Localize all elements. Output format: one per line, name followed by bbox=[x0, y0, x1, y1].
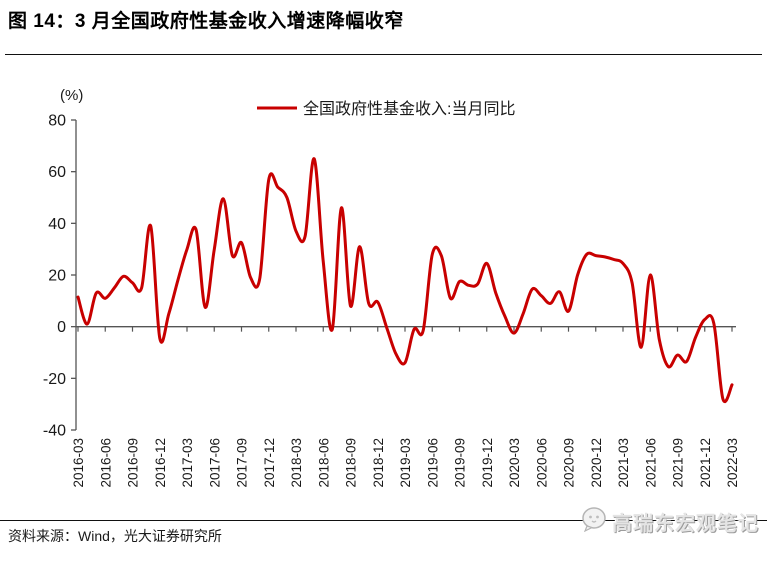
x-tick-label: 2017-12 bbox=[262, 438, 277, 488]
x-tick-label: 2017-03 bbox=[180, 438, 195, 488]
watermark-badge: 高瑞东宏观笔记 bbox=[581, 506, 759, 536]
y-axis-unit-label: (%) bbox=[60, 87, 83, 104]
source-note: 资料来源：Wind，光大证券研究所 bbox=[8, 528, 222, 544]
y-tick-label: 40 bbox=[48, 216, 66, 233]
x-tick-label: 2021-06 bbox=[643, 438, 658, 488]
x-tick-label: 2021-12 bbox=[698, 438, 713, 488]
watermark-text: 高瑞东宏观笔记 bbox=[612, 512, 759, 535]
title-divider bbox=[5, 54, 762, 55]
legend-label: 全国政府性基金收入:当月同比 bbox=[303, 100, 515, 118]
x-tick-label: 2019-09 bbox=[453, 438, 468, 488]
x-tick-label: 2021-03 bbox=[616, 438, 631, 488]
y-tick-label: 0 bbox=[57, 319, 66, 336]
figure-title: 图 14：3 月全国政府性基金收入增速降幅收窄 bbox=[8, 11, 404, 32]
x-tick-label: 2019-12 bbox=[480, 438, 495, 488]
chart-area: (%) 全国政府性基金收入:当月同比 80 60 40 20 0 -20 -40 2016-03 2… bbox=[0, 60, 767, 518]
x-tick-label: 2020-03 bbox=[507, 438, 522, 488]
line-chart: (%) 全国政府性基金收入:当月同比 80 60 40 20 0 -20 -40 2016-03 2… bbox=[43, 87, 740, 488]
x-tick-label: 2016-12 bbox=[153, 438, 168, 488]
x-tick-label: 2020-06 bbox=[534, 438, 549, 488]
x-tick-label: 2020-09 bbox=[562, 438, 577, 488]
x-tick-label: 2018-09 bbox=[344, 438, 359, 488]
x-tick-label: 2018-03 bbox=[289, 438, 304, 488]
chat-bubble-icon bbox=[581, 506, 607, 537]
bottom-divider bbox=[0, 520, 767, 521]
x-tick-label: 2016-06 bbox=[98, 438, 113, 488]
x-tick-label: 2018-06 bbox=[316, 438, 331, 488]
x-tick-label: 2016-03 bbox=[71, 438, 86, 488]
x-tick-label: 2021-09 bbox=[671, 438, 686, 488]
y-tick-label: -20 bbox=[43, 371, 66, 388]
y-tick-label: 60 bbox=[48, 164, 66, 181]
x-tick-label: 2019-03 bbox=[398, 438, 413, 488]
y-tick-label: 20 bbox=[48, 268, 66, 285]
x-tick-label: 2016-09 bbox=[126, 438, 141, 488]
x-tick-label: 2018-12 bbox=[371, 438, 386, 488]
x-tick-label: 2019-06 bbox=[425, 438, 440, 488]
x-tick-label: 2017-09 bbox=[235, 438, 250, 488]
x-tick-label: 2020-12 bbox=[589, 438, 604, 488]
y-tick-label: 80 bbox=[48, 113, 66, 130]
x-tick-label: 2017-06 bbox=[207, 438, 222, 488]
x-tick-label: 2022-03 bbox=[725, 438, 740, 488]
y-tick-label: -40 bbox=[43, 423, 66, 440]
series-line-national-govt-fund-revenue-yoy bbox=[76, 157, 734, 403]
